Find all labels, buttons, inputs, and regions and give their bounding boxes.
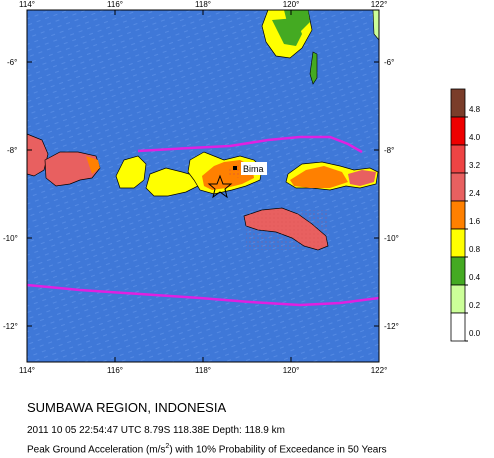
lon-label-bottom: 118°	[195, 366, 211, 375]
lon-label-top: 114°	[19, 0, 35, 9]
lat-label-left: -12°	[3, 322, 18, 331]
sumba-island	[243, 207, 329, 251]
lat-label-left: -8°	[7, 146, 17, 155]
legend-tick-label: 1.6	[469, 217, 481, 226]
legend-swatch	[450, 144, 466, 174]
legend-tick-label: 0.2	[469, 301, 481, 310]
legend-tick-label: 2.4	[469, 189, 481, 198]
lat-label-right: -6°	[384, 58, 394, 67]
legend-tick-label: 4.8	[469, 105, 481, 114]
pga-caption-prefix: Peak Ground Acceleration (m/s	[27, 444, 166, 456]
lat-label-right: -10°	[384, 234, 399, 243]
sumbawa-west	[145, 167, 199, 197]
plate-boundary-north	[137, 135, 363, 154]
lon-label-top: 116°	[107, 0, 123, 9]
pga-legend: 4.8 4.0 3.2 2.4 1.6 0.8 0.4 0.2 0.0	[450, 88, 481, 342]
lat-label-right: -12°	[384, 322, 399, 331]
legend-swatch	[450, 200, 466, 230]
hazard-map: Bima 114° 116° 118° 120° 122° 114° 116° …	[3, 0, 481, 375]
pga-caption-suffix: ) with 10% Probability of Exceedance in …	[169, 444, 387, 456]
lat-label-left: -10°	[3, 234, 18, 243]
bima-marker	[233, 166, 237, 170]
lon-label-bottom: 116°	[107, 366, 123, 375]
pga-caption: Peak Ground Acceleration (m/s2) with 10%…	[27, 443, 387, 455]
lat-label-left: -6°	[7, 58, 17, 67]
legend-swatch	[450, 228, 466, 258]
legend-swatch	[450, 116, 466, 146]
lon-label-top: 122°	[371, 0, 388, 9]
legend-swatch	[450, 312, 466, 342]
event-info: 2011 10 05 22:54:47 UTC 8.79S 118.38E De…	[27, 425, 285, 436]
legend-tick-label: 4.0	[469, 133, 481, 142]
legend-swatch	[450, 284, 466, 314]
legend-tick-label: 0.0	[469, 329, 481, 338]
bali-island	[26, 133, 101, 187]
legend-tick-label: 0.8	[469, 245, 481, 254]
legend-swatch	[450, 88, 466, 118]
flores-island	[285, 161, 379, 191]
bima-label-bg	[241, 162, 267, 175]
legend-tick-label: 3.2	[469, 161, 481, 170]
lon-label-top: 120°	[283, 0, 300, 9]
pga-caption-sup: 2	[165, 443, 170, 450]
lombok-island	[115, 155, 147, 189]
bima-label: Bima	[243, 164, 264, 174]
plate-boundary-trench	[26, 283, 380, 307]
lon-label-bottom: 122°	[371, 366, 388, 375]
lon-label-bottom: 114°	[19, 366, 35, 375]
lon-label-top: 118°	[195, 0, 211, 9]
epicenter-star-icon	[207, 174, 233, 199]
map-ticks	[27, 10, 379, 362]
legend-swatch	[450, 256, 466, 286]
selayar-island	[309, 51, 318, 85]
legend-swatch	[450, 172, 466, 202]
lat-label-right: -8°	[384, 146, 394, 155]
map-title: SUMBAWA REGION, INDONESIA	[27, 400, 227, 415]
legend-tick-label: 0.4	[469, 273, 481, 282]
lon-label-bottom: 120°	[283, 366, 300, 375]
